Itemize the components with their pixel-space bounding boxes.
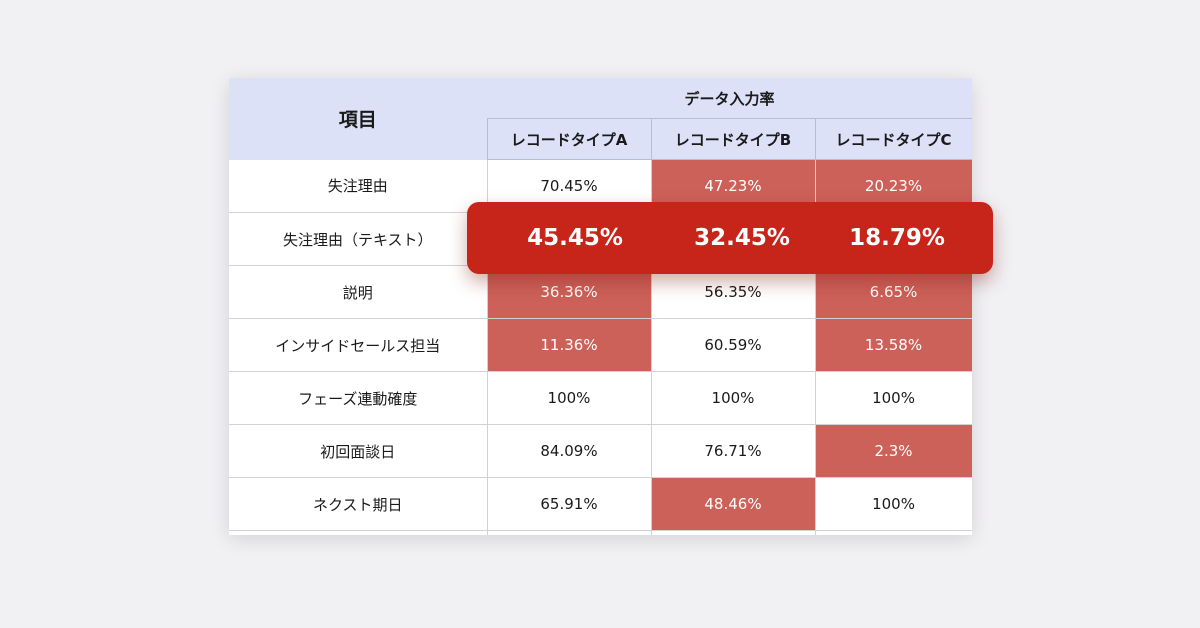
row-label: 失注理由 xyxy=(229,159,488,213)
cell-value-low: 36.36% xyxy=(487,265,652,319)
table-row: 初回面談日 84.09% 76.71% 2.3% xyxy=(229,424,972,478)
row-label: 説明 xyxy=(229,265,488,319)
cell-value: 56.35% xyxy=(651,265,816,319)
cell-value-low: 2.3% xyxy=(815,424,972,478)
cell-value: 76.71% xyxy=(651,424,816,478)
cell-value: 100% xyxy=(487,371,652,425)
row-label: ネクスト期日 xyxy=(229,477,488,531)
cell-value: 65.91% xyxy=(487,477,652,531)
row-label: 失注理由（テキスト） xyxy=(229,212,488,266)
item-column-header: 項目 xyxy=(229,78,487,160)
cell-value-low: 11.36% xyxy=(487,318,652,372)
cell-value: 100% xyxy=(651,371,816,425)
highlight-banner: 45.45% 32.45% 18.79% xyxy=(467,202,993,274)
banner-value-record-type-a: 45.45% xyxy=(527,225,623,251)
table-row: インサイドセールス担当 11.36% 60.59% 13.58% xyxy=(229,318,972,372)
table-row-cutoff xyxy=(229,530,972,535)
table-row: ネクスト期日 65.91% 48.46% 100% xyxy=(229,477,972,531)
data-entry-rate-header: データ入力率 xyxy=(487,78,972,119)
column-header-record-type-b: レコードタイプB xyxy=(650,118,816,160)
cell-value-low: 48.46% xyxy=(651,477,816,531)
data-entry-rate-card: 項目 データ入力率 レコードタイプA レコードタイプB レコードタイプC 失注理… xyxy=(229,78,972,535)
banner-value-record-type-c: 18.79% xyxy=(849,225,945,251)
cell-value: 100% xyxy=(815,477,972,531)
row-label: インサイドセールス担当 xyxy=(229,318,488,372)
cell-value: 100% xyxy=(815,371,972,425)
cell-value-low: 6.65% xyxy=(815,265,972,319)
banner-value-record-type-b: 32.45% xyxy=(694,225,790,251)
cell-value: 60.59% xyxy=(651,318,816,372)
cell-value: 84.09% xyxy=(487,424,652,478)
data-entry-rate-table: 項目 データ入力率 レコードタイプA レコードタイプB レコードタイプC 失注理… xyxy=(229,78,972,535)
table-row: フェーズ連動確度 100% 100% 100% xyxy=(229,371,972,425)
column-header-record-type-a: レコードタイプA xyxy=(486,118,652,160)
column-header-record-type-c: レコードタイプC xyxy=(814,118,972,160)
row-label: 初回面談日 xyxy=(229,424,488,478)
cell-value-low: 13.58% xyxy=(815,318,972,372)
table-row: 説明 36.36% 56.35% 6.65% xyxy=(229,265,972,319)
row-label: フェーズ連動確度 xyxy=(229,371,488,425)
